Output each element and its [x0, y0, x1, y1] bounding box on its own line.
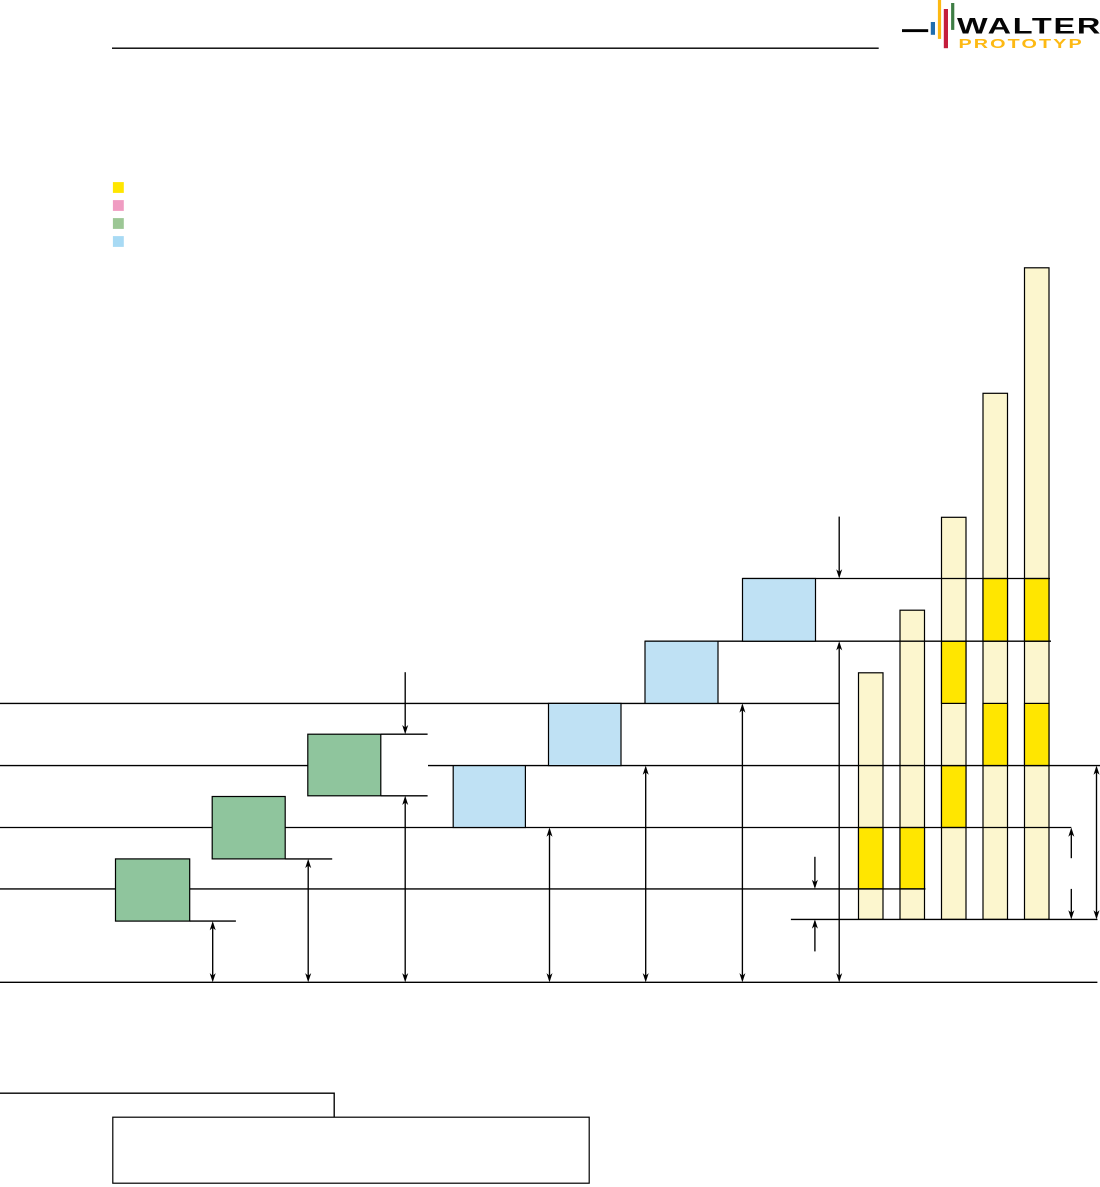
svg-text:WALTER: WALTER	[957, 13, 1100, 38]
svg-text:PROTOTYP: PROTOTYP	[959, 36, 1084, 51]
